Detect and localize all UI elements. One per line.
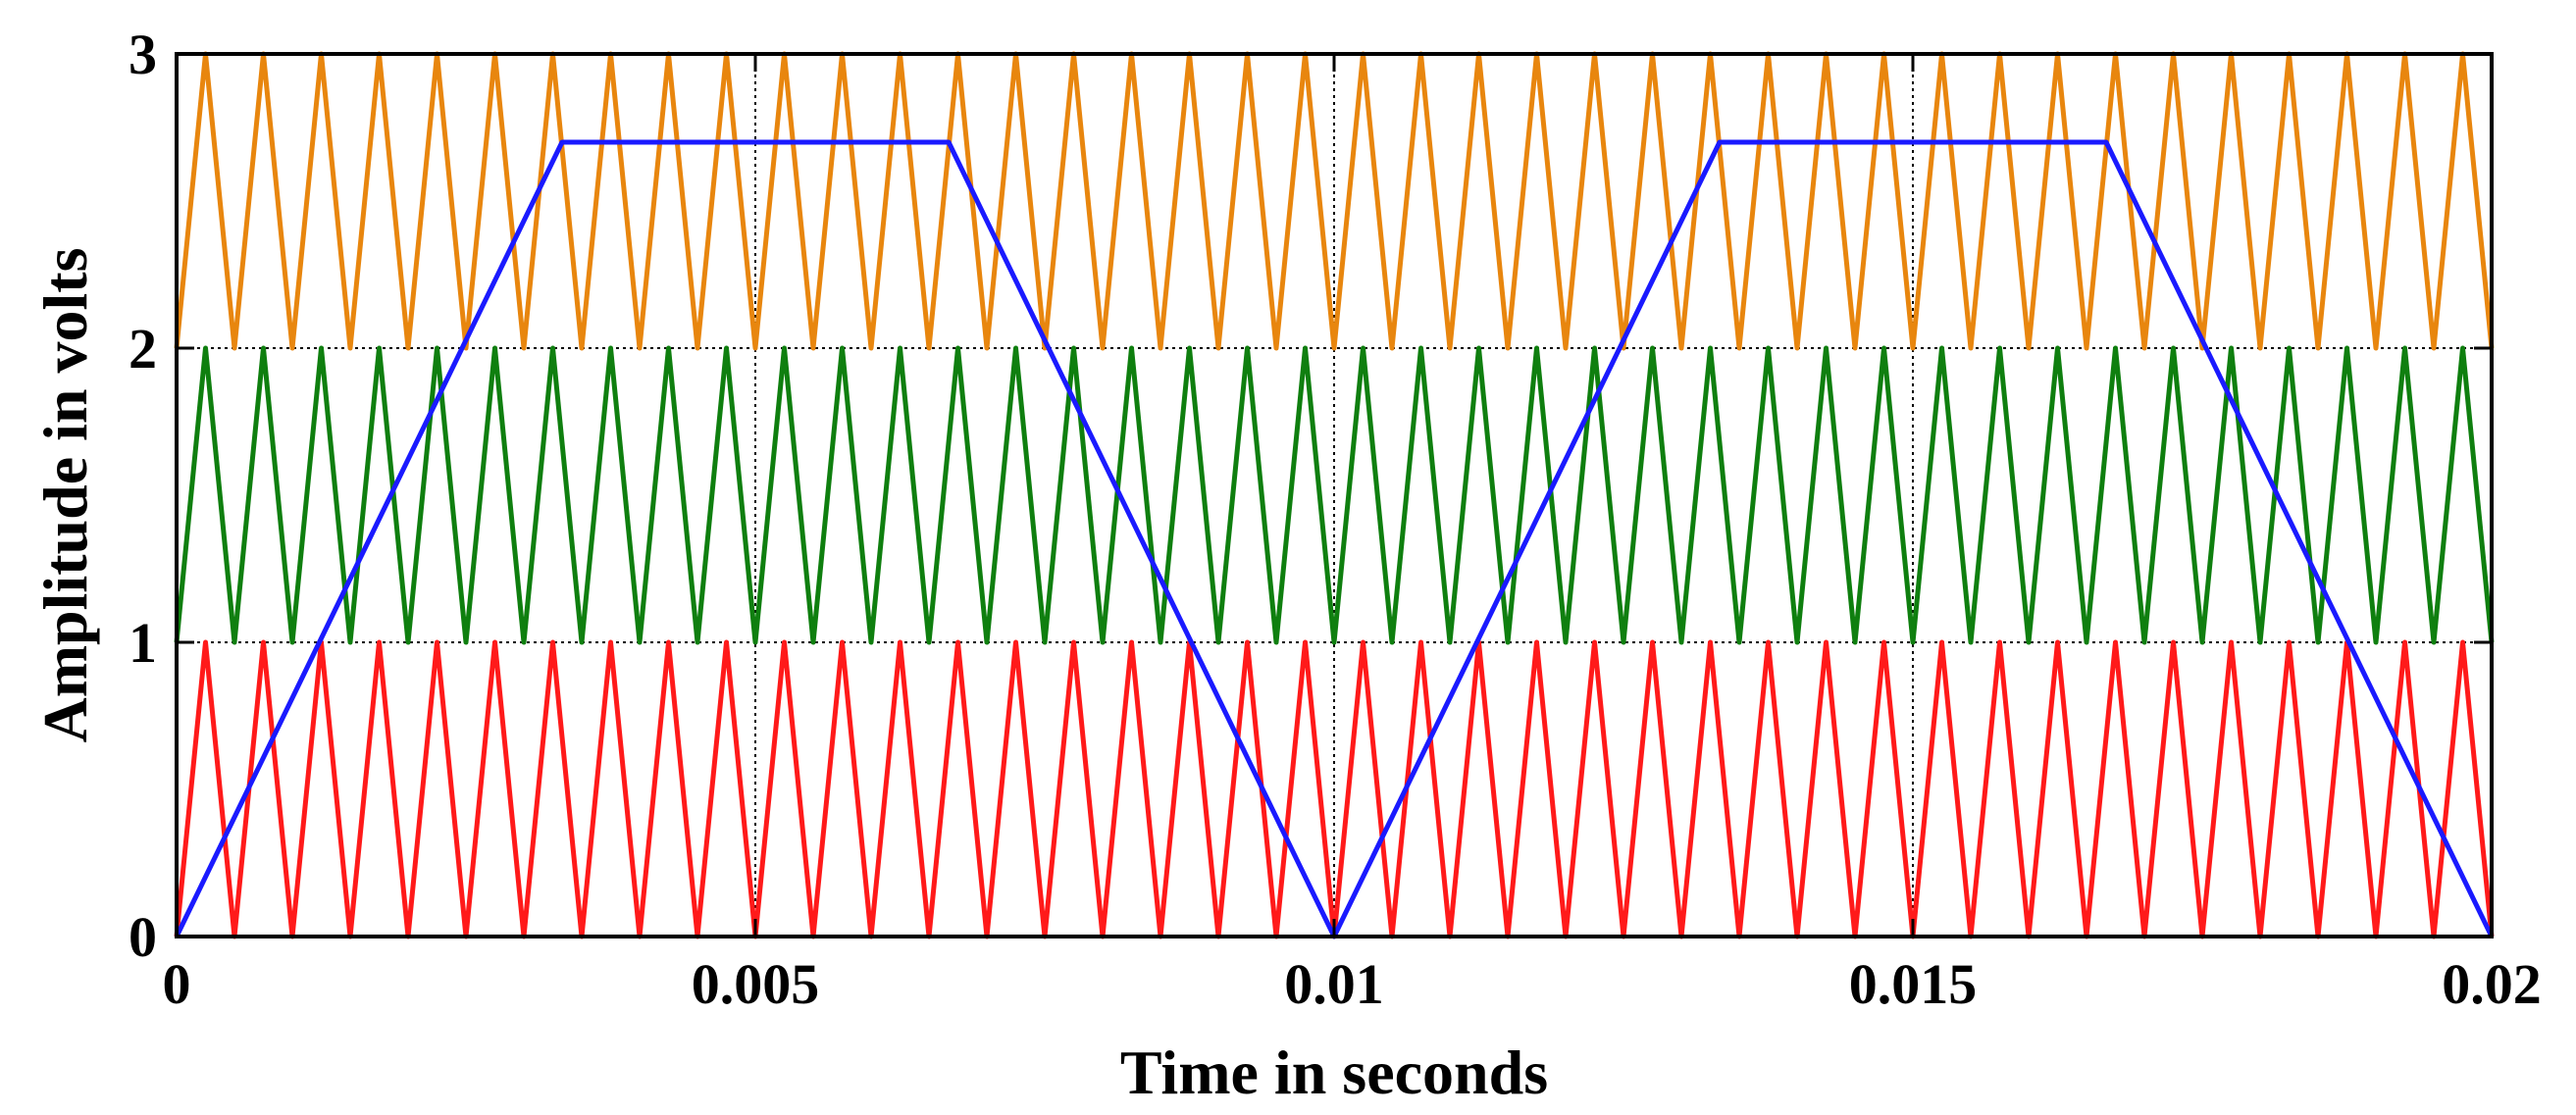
x-tick-label: 0.005 — [692, 952, 820, 1016]
ticks — [175, 52, 2494, 938]
y-tick-label: 0 — [129, 905, 157, 969]
y-tick-label: 2 — [129, 317, 157, 380]
series-carrier-3 — [174, 51, 2495, 351]
x-tick-label: 0 — [163, 952, 191, 1016]
series-carrier-2 — [174, 345, 2495, 645]
tick-labels: 0 0.005 0.01 0.015 0.02 0 1 2 3 — [129, 23, 2542, 1016]
y-tick-label: 1 — [129, 611, 157, 675]
y-tick-label: 3 — [129, 23, 157, 86]
x-tick-label: 0.01 — [1284, 952, 1384, 1016]
x-tick-label: 0.02 — [2442, 952, 2542, 1016]
y-axis-title: Amplitude in volts — [30, 248, 100, 743]
x-axis-title: Time in seconds — [1120, 1038, 1548, 1107]
grid — [177, 54, 2492, 937]
x-tick-label: 0.015 — [1849, 952, 1978, 1016]
